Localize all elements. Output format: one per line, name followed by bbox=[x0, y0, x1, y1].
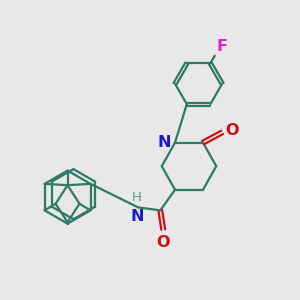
Text: O: O bbox=[225, 123, 238, 138]
Text: O: O bbox=[157, 236, 170, 250]
Text: H: H bbox=[132, 191, 142, 204]
Text: N: N bbox=[130, 209, 143, 224]
Text: F: F bbox=[216, 39, 227, 54]
Text: N: N bbox=[157, 135, 171, 150]
